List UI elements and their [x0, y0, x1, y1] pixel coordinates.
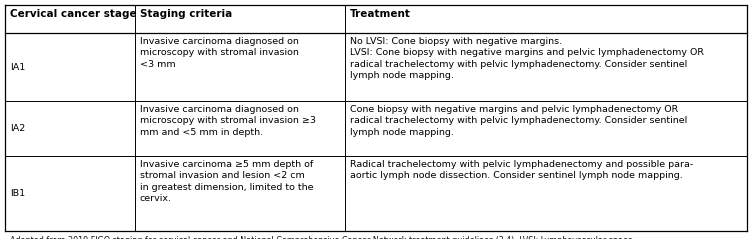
Text: No LVSI: Cone biopsy with negative margins.
LVSI: Cone biopsy with negative marg: No LVSI: Cone biopsy with negative margi…	[350, 37, 704, 80]
Text: Adapted from 2019 FIGO staging for cervical cancer and National Comprehensive Ca: Adapted from 2019 FIGO staging for cervi…	[10, 236, 632, 239]
Text: IB1: IB1	[10, 189, 26, 198]
Text: Staging criteria: Staging criteria	[140, 9, 232, 19]
Text: IA1: IA1	[10, 63, 26, 71]
Text: Invasive carcinoma diagnosed on
microscopy with stromal invasion ≥3
mm and <5 mm: Invasive carcinoma diagnosed on microsco…	[140, 105, 316, 137]
Text: Treatment: Treatment	[350, 9, 411, 19]
Text: IA2: IA2	[10, 124, 26, 133]
Text: Cone biopsy with negative margins and pelvic lymphadenectomy OR
radical trachele: Cone biopsy with negative margins and pe…	[350, 105, 687, 137]
Text: Invasive carcinoma diagnosed on
microscopy with stromal invasion
<3 mm: Invasive carcinoma diagnosed on microsco…	[140, 37, 298, 69]
Text: Invasive carcinoma ≥5 mm depth of
stromal invasion and lesion <2 cm
in greatest : Invasive carcinoma ≥5 mm depth of stroma…	[140, 160, 314, 203]
Text: Cervical cancer stage: Cervical cancer stage	[10, 9, 136, 19]
Text: Radical trachelectomy with pelvic lymphadenectomy and possible para-
aortic lymp: Radical trachelectomy with pelvic lympha…	[350, 160, 693, 180]
